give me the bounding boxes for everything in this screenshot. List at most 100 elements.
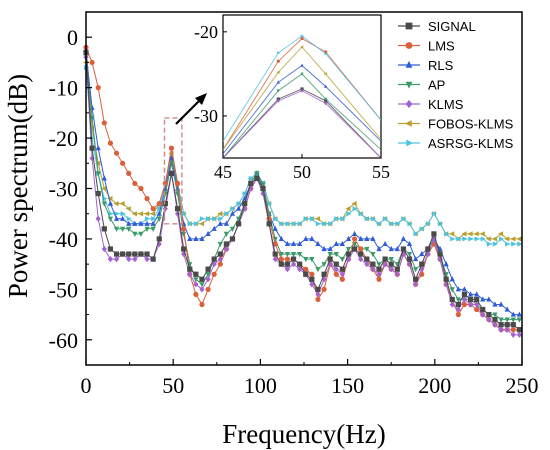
legend-label: FOBOS-KLMS bbox=[428, 117, 514, 132]
data-point bbox=[297, 251, 303, 258]
data-point bbox=[205, 272, 211, 278]
data-point bbox=[449, 276, 455, 282]
main-axes: 0 50 100 150 200 250 0 -10 -20 -30 -40 -50 -60 bbox=[49, 11, 539, 398]
data-point bbox=[510, 236, 516, 242]
data-point bbox=[236, 221, 242, 227]
data-point bbox=[315, 240, 321, 247]
data-point bbox=[132, 255, 138, 263]
inset-point bbox=[324, 101, 328, 106]
data-point bbox=[290, 240, 297, 247]
inset-point bbox=[300, 63, 304, 67]
data-point bbox=[516, 327, 522, 333]
data-point bbox=[205, 286, 211, 292]
data-point bbox=[425, 246, 431, 252]
inset-y-tick-label: -20 bbox=[194, 22, 218, 42]
data-point bbox=[284, 266, 291, 273]
data-point bbox=[461, 231, 467, 237]
data-point bbox=[290, 261, 297, 268]
data-point bbox=[95, 215, 101, 222]
data-point bbox=[486, 316, 492, 323]
data-point bbox=[278, 251, 284, 258]
data-point bbox=[150, 220, 156, 226]
data-point bbox=[150, 256, 156, 262]
data-point bbox=[303, 257, 309, 263]
data-point bbox=[315, 296, 321, 303]
data-point bbox=[455, 301, 461, 308]
inset-zoom-plot: 45 50 55 -20 -30 bbox=[194, 14, 390, 182]
data-point bbox=[455, 286, 461, 292]
data-point bbox=[309, 216, 315, 222]
data-point bbox=[510, 331, 516, 338]
data-point bbox=[138, 251, 144, 257]
data-point bbox=[205, 230, 211, 236]
series-line-klms bbox=[85, 57, 520, 336]
data-point bbox=[504, 322, 510, 328]
data-point bbox=[467, 296, 474, 303]
data-point bbox=[89, 59, 95, 66]
data-point bbox=[364, 261, 370, 268]
data-point bbox=[193, 235, 199, 242]
data-point bbox=[473, 231, 479, 237]
data-point bbox=[113, 201, 119, 207]
data-point bbox=[273, 216, 279, 222]
data-point bbox=[406, 261, 413, 268]
data-point bbox=[138, 220, 144, 226]
data-point bbox=[334, 216, 340, 222]
data-point bbox=[485, 236, 491, 242]
data-point bbox=[101, 226, 107, 232]
data-point bbox=[321, 221, 328, 227]
data-point bbox=[162, 180, 168, 187]
data-point bbox=[101, 120, 107, 126]
data-point bbox=[156, 236, 162, 242]
data-point bbox=[461, 301, 468, 308]
data-point bbox=[132, 251, 138, 257]
data-point bbox=[297, 266, 303, 273]
legend-item-lms: LMS bbox=[398, 39, 455, 54]
data-point bbox=[278, 256, 284, 262]
data-point bbox=[449, 296, 455, 303]
legend-item-asrsg-klms: ASRSG-KLMS bbox=[398, 136, 514, 151]
data-point bbox=[449, 287, 455, 293]
x-tick-label: 250 bbox=[506, 373, 539, 398]
y-tick-label: -30 bbox=[49, 177, 78, 202]
data-point bbox=[187, 221, 193, 227]
inset-point bbox=[324, 84, 328, 88]
data-point bbox=[505, 241, 511, 247]
data-point bbox=[497, 231, 504, 237]
data-point bbox=[479, 231, 485, 237]
inset-x-tick-label: 55 bbox=[372, 162, 390, 182]
data-point bbox=[339, 257, 345, 263]
data-point bbox=[511, 241, 517, 247]
legend-swatch-marker bbox=[405, 99, 413, 109]
inset-point bbox=[300, 34, 304, 38]
data-point bbox=[364, 256, 370, 262]
data-point bbox=[156, 216, 162, 222]
y-tick-label: -60 bbox=[49, 328, 78, 353]
data-point bbox=[107, 255, 114, 263]
data-point bbox=[199, 276, 205, 282]
data-point bbox=[358, 246, 364, 252]
data-point bbox=[394, 245, 400, 252]
data-point bbox=[284, 240, 291, 247]
data-point bbox=[388, 261, 394, 267]
data-point bbox=[120, 215, 126, 221]
data-point bbox=[266, 221, 272, 227]
data-point bbox=[461, 296, 468, 303]
data-point bbox=[236, 201, 242, 207]
data-point bbox=[137, 211, 144, 217]
data-point bbox=[333, 240, 339, 247]
legend-label: KLMS bbox=[428, 97, 464, 112]
data-point bbox=[492, 312, 498, 318]
inset-series-group bbox=[223, 34, 381, 158]
data-point bbox=[193, 291, 199, 297]
data-point bbox=[382, 261, 388, 268]
data-point bbox=[211, 261, 217, 268]
data-point bbox=[346, 211, 352, 217]
data-point bbox=[394, 271, 400, 278]
data-point bbox=[321, 276, 327, 283]
data-point bbox=[492, 321, 498, 328]
data-point bbox=[199, 235, 205, 242]
data-point bbox=[358, 211, 364, 217]
legend-swatch-marker bbox=[405, 22, 413, 30]
data-point bbox=[327, 261, 333, 268]
